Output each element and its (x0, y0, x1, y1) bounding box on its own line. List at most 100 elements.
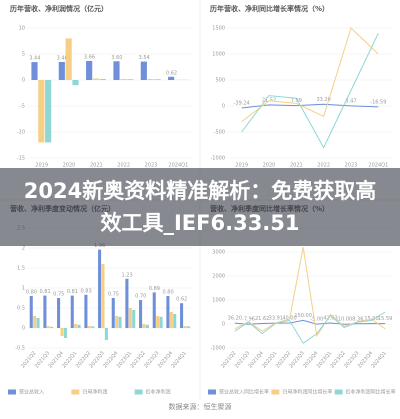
bar (180, 303, 184, 328)
bar (29, 296, 33, 328)
chart-title: 历年营收、净利润情况（亿元） (10, 4, 108, 13)
bar (50, 326, 54, 328)
bar (70, 295, 74, 328)
data-label: -16.59 (370, 99, 386, 105)
bar (74, 324, 78, 328)
bar (127, 79, 134, 80)
legend-swatch (334, 389, 343, 395)
y-tick-label: 1500 (212, 26, 225, 32)
x-tick-label: 2019 (35, 163, 48, 169)
bar (168, 76, 175, 80)
data-label: 8.36 (352, 316, 363, 322)
data-label: 0.75 (53, 292, 64, 298)
x-tick-label: 2022 (317, 163, 330, 169)
data-label: 3.54 (139, 55, 150, 61)
bar (87, 326, 91, 328)
x-tick-label: 2023 (345, 163, 358, 169)
bar (99, 78, 106, 80)
bar (139, 300, 143, 328)
source: 数据来源：恒生聚源 (168, 403, 232, 411)
legend-label: 扣非净利润同比增长率 (346, 389, 396, 396)
bar (152, 292, 156, 328)
data-label: 3.46 (57, 56, 68, 62)
bar (91, 326, 95, 328)
data-label: 3.44 (29, 56, 40, 62)
data-label: 1.96 (94, 243, 105, 249)
y-tick-label: -1000 (210, 346, 225, 352)
line (241, 32, 379, 149)
legend-swatch (134, 389, 143, 395)
y-tick-label: 0 (22, 78, 25, 84)
data-label: 0.70 (135, 294, 146, 300)
data-label: 0.89 (149, 286, 160, 292)
data-label: 0.83 (81, 288, 92, 294)
y-tick-label: 10 (19, 26, 25, 32)
bar (57, 298, 61, 328)
bar (92, 78, 100, 80)
y-tick-label: 1 (22, 286, 25, 292)
data-label: 150.00 (294, 313, 312, 319)
y-tick-label: 2000 (212, 274, 225, 280)
y-tick-label: 2 (22, 246, 25, 252)
data-label: 33.20 (317, 97, 331, 103)
bar (46, 326, 50, 328)
x-tick-label: 2024Q1 (368, 163, 388, 169)
bar (120, 78, 127, 80)
bar (125, 278, 129, 328)
bar (111, 298, 115, 328)
data-label: 3.60 (111, 55, 122, 61)
x-tick-label: 2020 (63, 163, 76, 169)
data-label: -5.00 (310, 317, 323, 323)
legend-swatch (71, 389, 80, 395)
bar (45, 80, 52, 143)
y-tick-label: 1000 (212, 298, 225, 304)
banner: 2024新奥资料精准解析：免费获取高效工具_IEF6.33.51 (0, 168, 400, 246)
bar (72, 80, 79, 86)
data-label: 0.80 (163, 290, 174, 296)
y-tick-label: -1000 (210, 156, 225, 162)
bar (60, 328, 64, 336)
bar (140, 61, 147, 80)
bar (142, 324, 146, 328)
data-label: -7.96 (242, 317, 255, 323)
bar (86, 60, 93, 80)
data-label: -10.00 (336, 317, 352, 323)
bar (115, 316, 119, 328)
data-label: 0.81 (67, 289, 78, 295)
data-label: 0.81 (40, 289, 51, 295)
data-label: -39.24 (234, 101, 250, 107)
y-tick-label: -15 (17, 156, 25, 162)
y-tick-label: -0.5 (15, 346, 25, 352)
data-label: 0.62 (176, 297, 187, 303)
data-label: 0.80 (26, 290, 37, 296)
x-tick-label: 2022 (117, 163, 130, 169)
legend-label: 扣非净利润 (146, 389, 171, 396)
x-tick-label: 2019 (235, 163, 248, 169)
legend-label: 归母净利润 (82, 389, 107, 396)
bar (166, 296, 170, 328)
bar (63, 328, 67, 338)
data-label: 7.99 (291, 98, 302, 104)
x-tick-label: 2021 (90, 163, 103, 169)
bar (104, 328, 108, 340)
y-tick-label: 500 (215, 78, 225, 84)
bar (186, 326, 190, 328)
data-label: 0.75 (108, 292, 119, 298)
bar (173, 314, 177, 328)
legend-label: 营业总收入 (19, 389, 44, 396)
bar (132, 310, 136, 328)
bar (183, 326, 187, 328)
bar (113, 61, 120, 80)
y-tick-label: -500 (214, 130, 225, 136)
bar (128, 308, 132, 328)
bar (77, 324, 81, 328)
legend-label: 归母净利润同比增长率 (282, 389, 332, 396)
bar (65, 38, 72, 80)
bar (98, 249, 102, 328)
bar (169, 312, 173, 328)
bar (38, 80, 45, 143)
bar (58, 62, 65, 80)
y-tick-label: -5 (20, 104, 25, 110)
data-label: 15.59 (378, 316, 392, 322)
bar (43, 295, 47, 328)
